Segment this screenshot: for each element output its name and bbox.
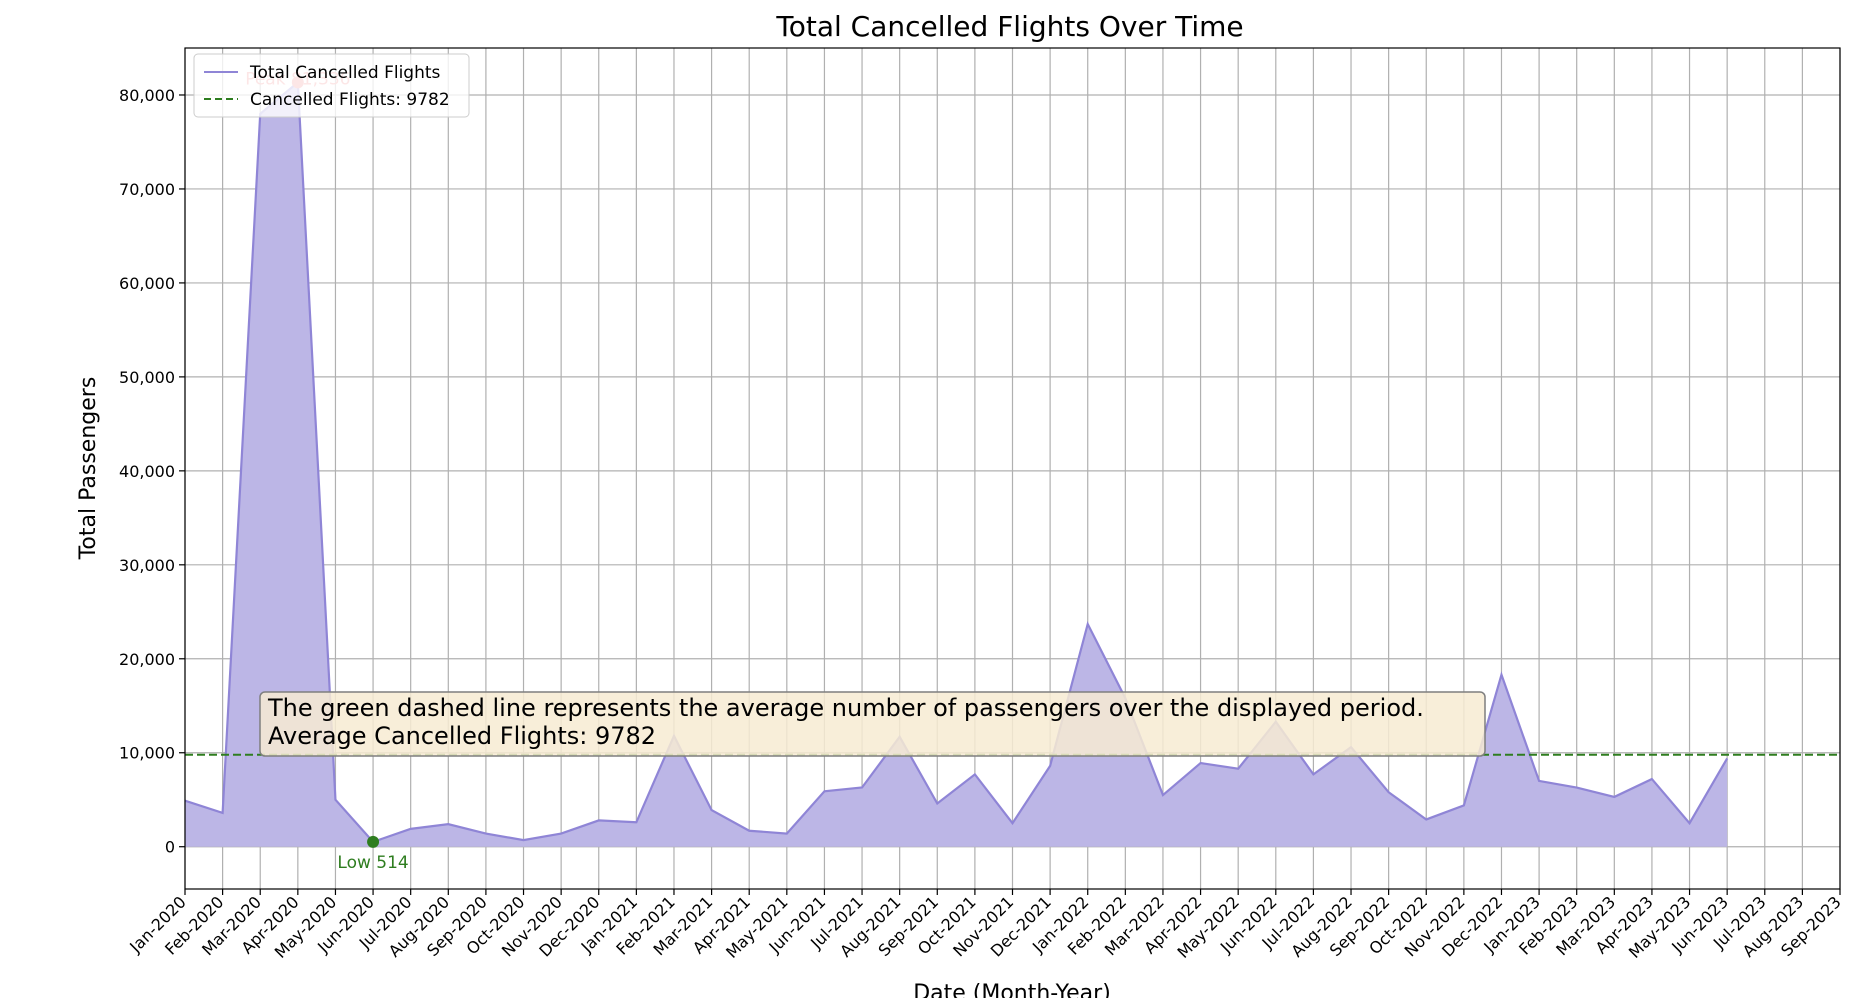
note-line-1: The green dashed line represents the ave…	[267, 694, 1424, 722]
legend-label-series: Total Cancelled Flights	[249, 63, 441, 83]
y-tick-label-5: 50,000	[119, 368, 175, 387]
area-layer	[184, 80, 1729, 847]
chart-title: Total Cancelled Flights Over Time	[775, 10, 1243, 43]
legend-label-average: Cancelled Flights: 9782	[250, 90, 450, 110]
y-tick-label-3: 30,000	[119, 556, 175, 575]
y-axis-title: Total Passengers	[76, 377, 101, 561]
y-tick-label-2: 20,000	[119, 650, 175, 669]
legend: Total Cancelled Flights Cancelled Flight…	[193, 53, 470, 118]
y-axis: 0 10,000 20,000 30,000 40,000 50,000 60,000 70,…	[119, 86, 185, 857]
note-box: The green dashed line represents the ave…	[259, 691, 1486, 757]
note-line-2: Average Cancelled Flights: 9782	[268, 722, 656, 750]
y-tick-label-8: 80,000	[119, 86, 175, 105]
legend-frame	[193, 53, 470, 118]
y-tick-label-6: 60,000	[119, 274, 175, 293]
y-tick-label-7: 70,000	[119, 180, 175, 199]
low-marker	[367, 835, 380, 848]
y-tick-label-0: 0	[165, 838, 175, 857]
low-label: Low 514	[337, 853, 408, 873]
y-tick-label-4: 40,000	[119, 462, 175, 481]
series-line	[184, 80, 1729, 844]
y-tick-label-1: 10,000	[119, 744, 175, 763]
x-axis-title: Date (Month-Year)	[913, 981, 1111, 998]
note-box-background	[259, 691, 1486, 757]
